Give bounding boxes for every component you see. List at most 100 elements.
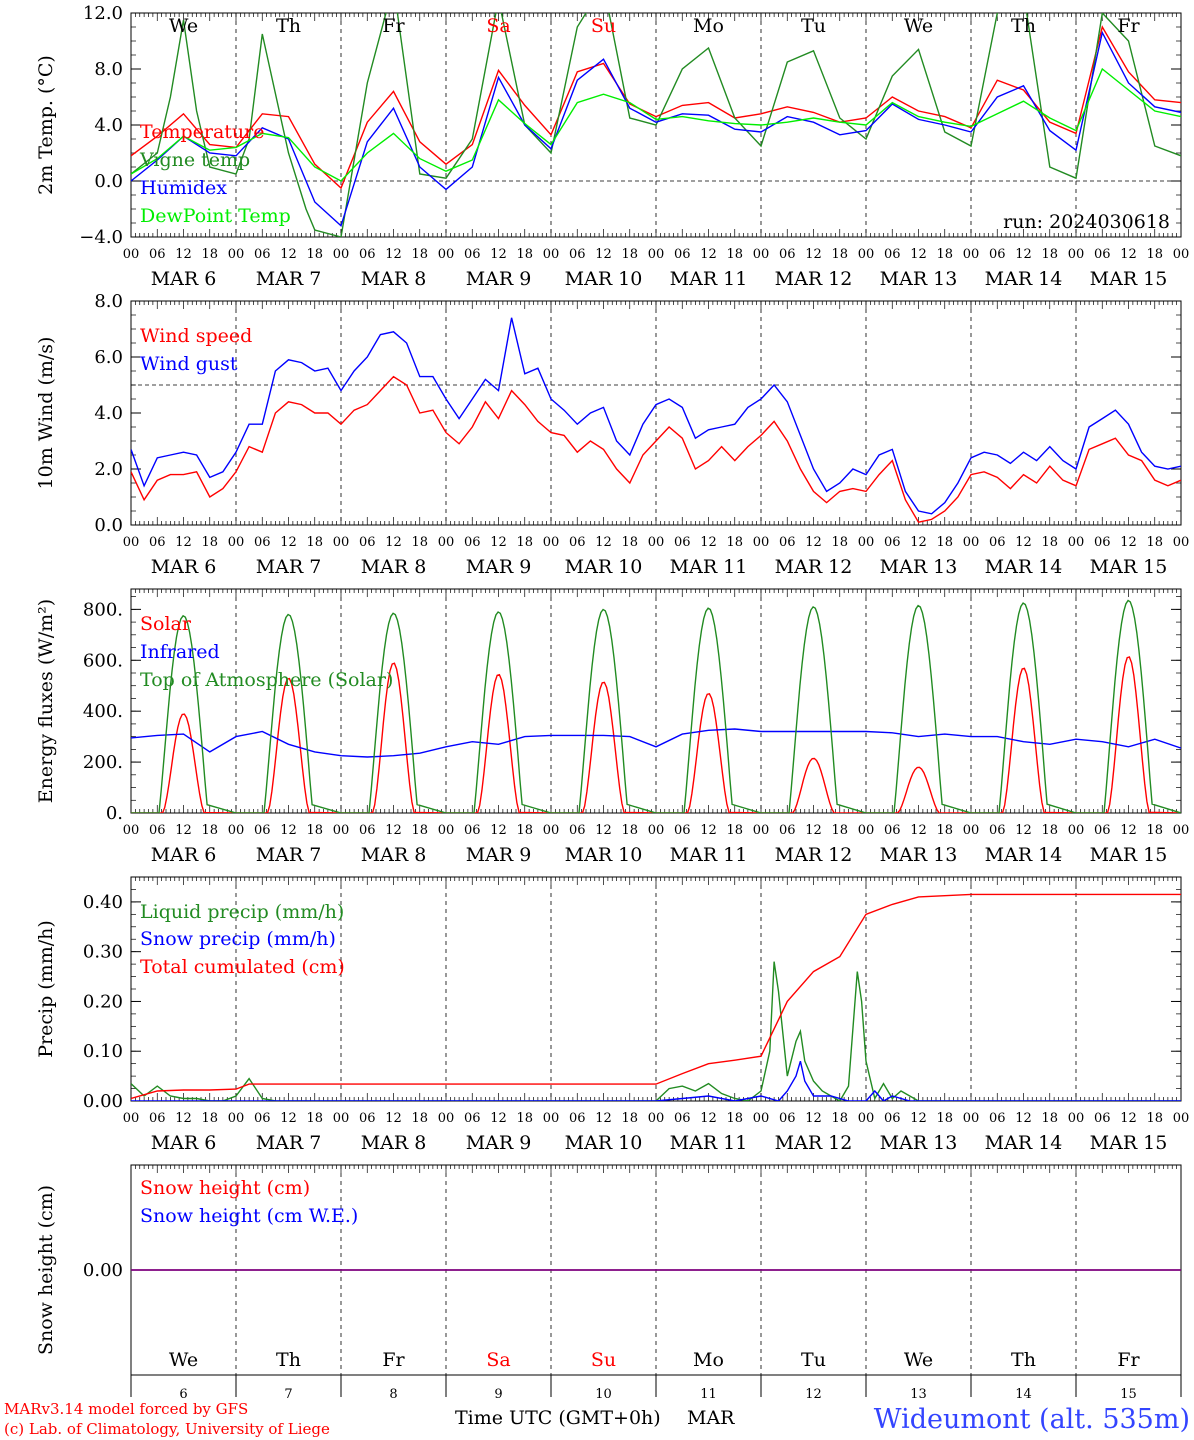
x-hour-label: 12 [805, 1111, 822, 1126]
x-hour-label: 06 [779, 823, 796, 838]
x-hour-label: 06 [359, 1111, 376, 1126]
x-hour-label: 12 [490, 1111, 507, 1126]
x-hour-label: 12 [1015, 1111, 1032, 1126]
x-hour-label: 18 [621, 247, 638, 262]
legend-entry: Top of Atmosphere (Solar) [140, 669, 393, 691]
x-hour-label: 06 [884, 823, 901, 838]
x-hour-label: 00 [648, 1111, 665, 1126]
x-date-label: MAR 15 [1090, 268, 1168, 290]
day-number-label: 6 [179, 1387, 187, 1402]
panel-3: Energy fluxes (W/m²) [35, 588, 1182, 814]
x-hour-label: 00 [963, 1111, 980, 1126]
x-hour-label: 12 [175, 823, 192, 838]
x-hour-label: 12 [280, 535, 297, 550]
x-date-label: MAR 10 [565, 1132, 643, 1154]
x-hour-label: 12 [1120, 247, 1137, 262]
x-hour-label: 00 [753, 247, 770, 262]
x-date-label: MAR 12 [775, 844, 853, 866]
panel-1: 2m Temp. (°C) [35, 12, 1182, 238]
x-hour-label: 18 [936, 247, 953, 262]
x-hour-label: 06 [149, 823, 166, 838]
x-hour-label: 00 [753, 535, 770, 550]
x-hour-label: 12 [175, 247, 192, 262]
legend-entry: Wind speed [140, 325, 252, 347]
x-hour-label: 18 [831, 247, 848, 262]
y-tick-label: −4.0 [79, 227, 123, 248]
x-hour-label: 06 [884, 535, 901, 550]
x-date-label: MAR 14 [985, 1132, 1063, 1154]
x-date-label: MAR 12 [775, 556, 853, 578]
series-line-3 [131, 599, 1181, 813]
legend-entry: Wind gust [140, 353, 238, 375]
day-number-label: 13 [910, 1387, 927, 1402]
x-hour-label: 00 [543, 535, 560, 550]
x-date-label: MAR 15 [1090, 844, 1168, 866]
x-date-label: MAR 6 [151, 1132, 217, 1154]
x-hour-label: 06 [464, 1111, 481, 1126]
x-hour-label: 18 [621, 1111, 638, 1126]
series-line-2 [131, 1061, 1181, 1101]
legend-entry: Snow height (cm W.E.) [140, 1205, 358, 1227]
x-hour-label: 12 [385, 1111, 402, 1126]
series-line-1 [131, 961, 1181, 1101]
x-hour-label: 06 [989, 823, 1006, 838]
y-axis-title: 2m Temp. (°C) [35, 55, 57, 195]
x-hour-label: 12 [490, 823, 507, 838]
x-date-label: MAR 9 [466, 844, 532, 866]
x-hour-label: 12 [595, 823, 612, 838]
series-line-2 [131, 317, 1181, 515]
x-date-label: MAR 8 [361, 556, 427, 578]
y-tick-label: 0.10 [83, 1041, 123, 1062]
weekday-label: Fr [382, 15, 405, 37]
x-hour-label: 00 [1068, 247, 1085, 262]
x-hour-label: 00 [1068, 1111, 1085, 1126]
x-hour-label: 00 [438, 1111, 455, 1126]
x-hour-label: 00 [333, 535, 350, 550]
x-date-label: MAR 11 [670, 268, 748, 290]
x-date-label: MAR 6 [151, 268, 217, 290]
run-label: run: 2024030618 [1003, 211, 1170, 233]
x-hour-label: 18 [936, 823, 953, 838]
x-date-label: MAR 12 [775, 268, 853, 290]
x-hour-label: 06 [674, 1111, 691, 1126]
x-hour-label: 12 [1015, 823, 1032, 838]
weekday-label: Th [1011, 15, 1036, 37]
x-hour-label: 06 [569, 247, 586, 262]
y-axis-title: Snow height (cm) [35, 1185, 57, 1355]
x-hour-label: 06 [1094, 535, 1111, 550]
x-hour-label: 12 [595, 247, 612, 262]
panel-4: Precip (mm/h) [35, 876, 1182, 1102]
x-hour-label: 06 [989, 535, 1006, 550]
x-date-label: MAR 10 [565, 556, 643, 578]
x-date-label: MAR 15 [1090, 1132, 1168, 1154]
x-hour-label: 18 [411, 535, 428, 550]
x-hour-label: 12 [700, 823, 717, 838]
legend-entry: Infrared [140, 641, 220, 663]
y-tick-label: 400. [83, 701, 123, 722]
x-hour-label: 06 [569, 535, 586, 550]
x-hour-label: 00 [543, 1111, 560, 1126]
x-date-label: MAR 11 [670, 1132, 748, 1154]
x-date-label: MAR 8 [361, 268, 427, 290]
series-line-1 [131, 656, 1181, 813]
x-hour-label: 18 [936, 1111, 953, 1126]
legend-entry: Vigne temp [139, 149, 250, 171]
x-hour-label: 18 [306, 823, 323, 838]
x-hour-label: 00 [858, 1111, 875, 1126]
x-date-label: MAR 11 [670, 556, 748, 578]
x-hour-label: 00 [438, 823, 455, 838]
footer-model: MARv3.14 model forced by GFS [4, 1400, 248, 1418]
x-hour-label: 12 [805, 823, 822, 838]
x-hour-label: 18 [726, 1111, 743, 1126]
weekday-label: We [904, 15, 933, 37]
x-hour-label: 12 [910, 247, 927, 262]
x-date-label: MAR 8 [361, 844, 427, 866]
y-tick-label: 4.0 [94, 115, 123, 136]
x-hour-label: 06 [149, 1111, 166, 1126]
y-tick-label: 4.0 [94, 403, 123, 424]
x-hour-label: 12 [805, 247, 822, 262]
x-hour-label: 00 [753, 823, 770, 838]
x-hour-label: 18 [1146, 823, 1163, 838]
x-hour-label: 06 [989, 1111, 1006, 1126]
x-hour-label: 12 [1015, 247, 1032, 262]
